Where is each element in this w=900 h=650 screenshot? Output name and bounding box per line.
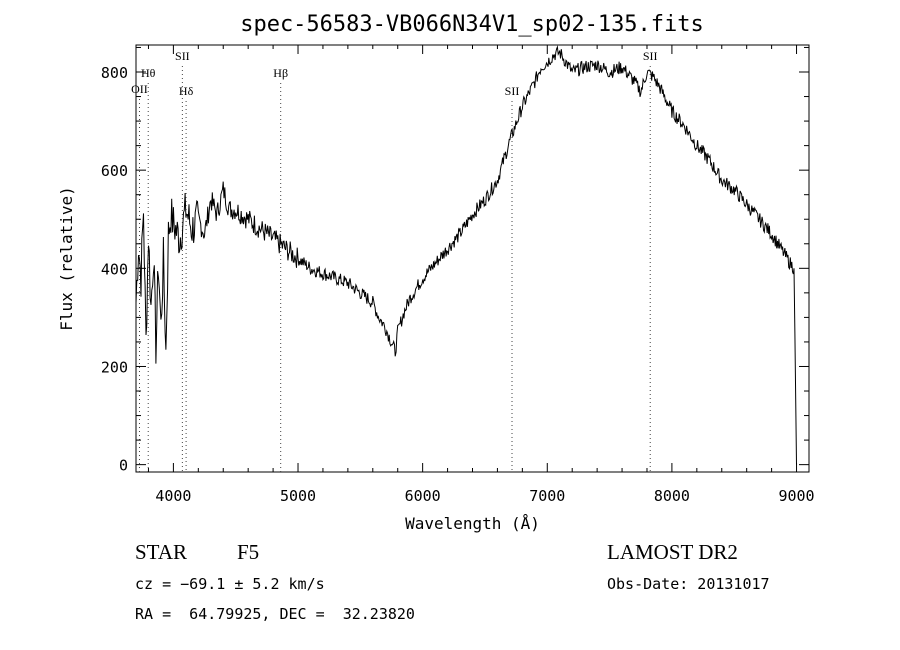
x-tick-label: 7000	[529, 487, 565, 505]
y-tick-label: 800	[101, 64, 128, 82]
spectral-subclass: F5	[237, 540, 260, 564]
x-tick-label: 6000	[405, 487, 441, 505]
axis-ticks: 4000 5000 6000 7000 8000 9000 0 200 400 600 800	[101, 45, 815, 505]
x-tick-label: 4000	[155, 487, 191, 505]
survey-name: LAMOST DR2	[607, 540, 738, 564]
object-class: STAR	[135, 540, 187, 564]
line-marker-label: SII	[643, 49, 658, 63]
y-axis-label: Flux (relative)	[57, 186, 76, 331]
x-tick-label: 8000	[654, 487, 690, 505]
x-tick-label: 5000	[280, 487, 316, 505]
line-marker-label: Hθ	[141, 66, 156, 80]
spectrum-line	[135, 45, 797, 465]
coordinates: RA = 64.79925, DEC = 32.23820	[135, 605, 415, 623]
x-axis-label: Wavelength (Å)	[405, 514, 540, 533]
line-marker-label: OII	[131, 82, 148, 96]
x-tick-label: 9000	[778, 487, 814, 505]
observation-date: Obs-Date: 20131017	[607, 575, 770, 593]
plot-frame	[135, 44, 810, 473]
line-marker-label: Hβ	[273, 66, 288, 80]
emission-line-markers: OII Hθ SII Hδ Hβ SII SII	[131, 49, 658, 472]
y-tick-label: 600	[101, 162, 128, 180]
line-marker-label: SII	[505, 84, 520, 98]
chart-title: spec-56583-VB066N34V1_sp02-135.fits	[240, 12, 704, 37]
line-marker-label: Hδ	[179, 84, 194, 98]
line-marker-label: SII	[175, 49, 190, 63]
y-tick-label: 0	[119, 457, 128, 475]
redshift-cz: cz = −69.1 ± 5.2 km/s	[135, 575, 325, 593]
y-tick-label: 200	[101, 358, 128, 376]
y-tick-label: 400	[101, 260, 128, 278]
